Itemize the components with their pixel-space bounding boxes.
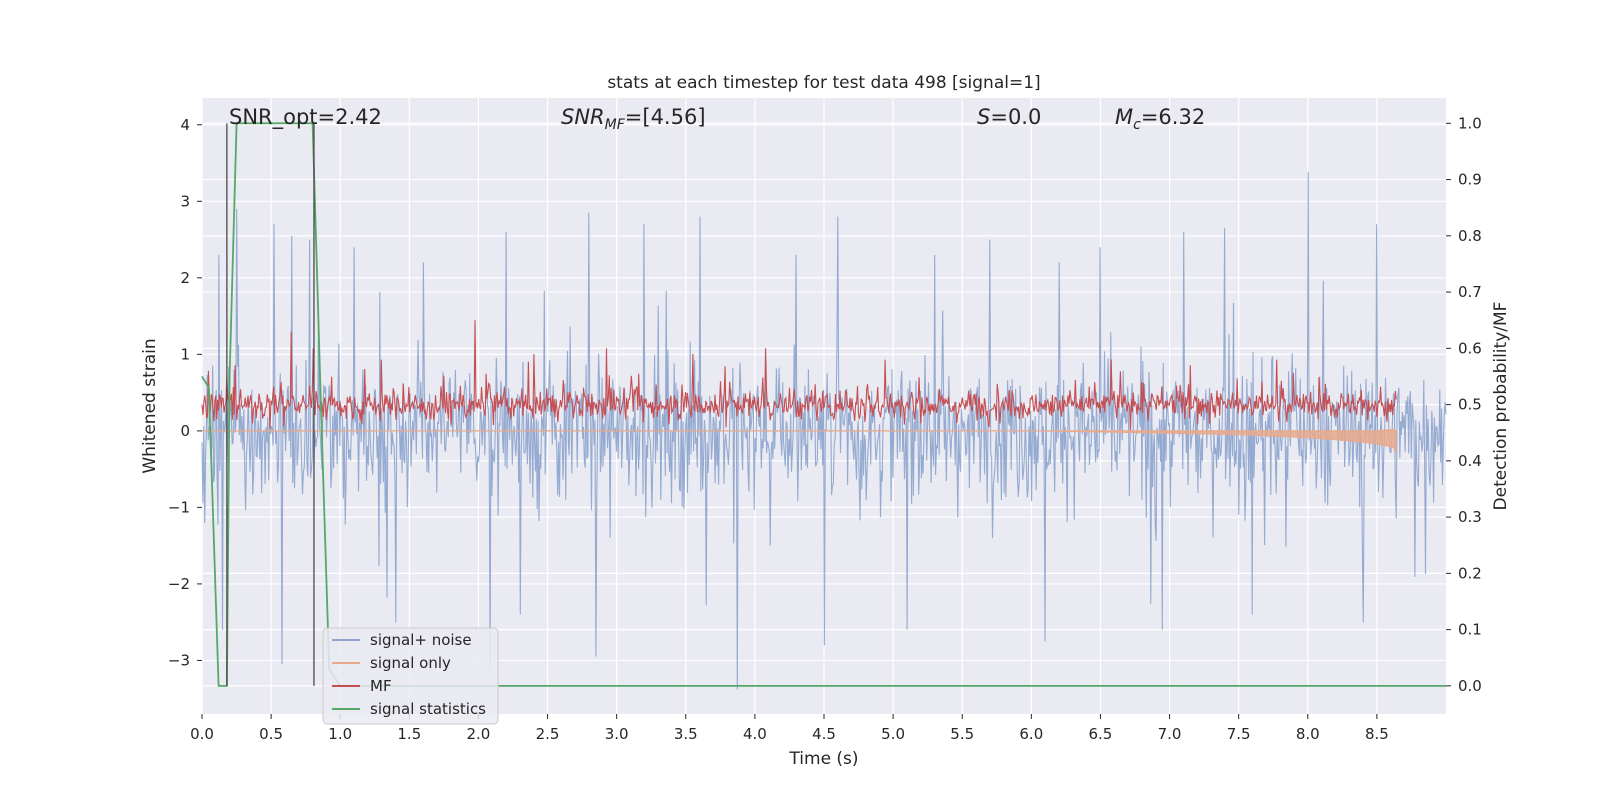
y-tick-label: 1	[180, 345, 190, 363]
legend: signal+ noise signal only MF signal statist…	[322, 627, 499, 725]
x-tick-label: 8.5	[1365, 725, 1389, 743]
legend-label: signal statistics	[370, 700, 486, 718]
y2-tick-label: 0.0	[1458, 677, 1482, 695]
y2-tick-label: 0.5	[1458, 396, 1482, 414]
y2-tick-label: 0.8	[1458, 227, 1482, 245]
annotation-snr-mf-symbol: SNR	[561, 105, 605, 129]
y2-tick-label: 1.0	[1458, 114, 1482, 132]
x-tick-label: 7.0	[1158, 725, 1182, 743]
y2-tick-label: 0.2	[1458, 564, 1482, 582]
y-tick-label: −2	[168, 575, 190, 593]
legend-box	[322, 627, 499, 725]
y-axis-label: Whitened strain	[140, 338, 160, 473]
x-tick-label: 6.5	[1089, 725, 1113, 743]
y2-tick-label: 0.3	[1458, 508, 1482, 526]
y2-tick-label: 0.6	[1458, 339, 1482, 357]
series-mf-line	[201, 320, 1397, 430]
annotation-snr-mf: SNRMF=[4.56]	[561, 105, 706, 133]
y-tick-label: −3	[168, 651, 190, 669]
x-tick-label: 4.5	[812, 725, 836, 743]
marker-lines	[226, 123, 315, 686]
y2-tick-label: 0.7	[1458, 283, 1482, 301]
y-tick-label: 2	[180, 269, 190, 287]
x-tick-label: 8.0	[1296, 725, 1320, 743]
x-tick-label: 3.0	[605, 725, 629, 743]
annotation-s: S=0.0	[977, 105, 1041, 129]
x-tick-label: 2.0	[467, 725, 491, 743]
x-tick-label: 4.0	[743, 725, 767, 743]
annotation-mc-subscript: c	[1133, 117, 1141, 133]
y-axis-left: −3 −2 −1 0 1 2 3 4	[168, 116, 202, 669]
annotation-s-value: =0.0	[990, 105, 1041, 129]
annotation-mc-value: =6.32	[1141, 105, 1205, 129]
annotation-mc-symbol: M	[1115, 105, 1133, 129]
annotation-snr-opt: SNR_opt=2.42	[229, 105, 382, 130]
x-tick-label: 0.0	[190, 725, 214, 743]
annotation-s-symbol: S	[977, 105, 990, 129]
x-axis-label: Time (s)	[788, 749, 858, 769]
y2-tick-label: 0.9	[1458, 171, 1482, 189]
x-tick-label: 6.0	[1019, 725, 1043, 743]
x-tick-label: 5.0	[881, 725, 905, 743]
x-tick-label: 5.5	[950, 725, 974, 743]
y-tick-label: −1	[168, 498, 190, 516]
annotation-snr-mf-subscript: MF	[605, 117, 626, 133]
x-tick-label: 0.5	[259, 725, 283, 743]
x-tick-label: 2.5	[536, 725, 560, 743]
y-axis-right: 0.0 0.1 0.2 0.3 0.4 0.5 0.6 0.7 0.8 0.9 1.0	[1446, 114, 1482, 695]
annotation-mc: Mc=6.32	[1115, 105, 1205, 133]
y-tick-label: 4	[180, 116, 190, 134]
legend-label: signal only	[370, 654, 451, 672]
y-tick-label: 0	[180, 422, 190, 440]
x-tick-label: 7.5	[1227, 725, 1251, 743]
legend-label: signal+ noise	[370, 631, 472, 649]
x-tick-label: 3.5	[674, 725, 698, 743]
legend-label: MF	[370, 677, 392, 695]
chart-title: stats at each timestep for test data 498…	[607, 73, 1040, 93]
annotation-snr-mf-value: =[4.56]	[625, 105, 706, 129]
x-axis: 0.0 0.5 1.0 1.5 2.0 2.5 3.0 3.5 4.0 4.5 5.0 5.5 6.0 6…	[190, 714, 1389, 743]
y-tick-label: 3	[180, 192, 190, 210]
y2-tick-label: 0.1	[1458, 621, 1482, 639]
x-tick-label: 1.0	[328, 725, 352, 743]
y2-tick-label: 0.4	[1458, 452, 1482, 470]
y2-axis-label: Detection probability/MF	[1491, 302, 1511, 511]
x-tick-label: 1.5	[397, 725, 421, 743]
